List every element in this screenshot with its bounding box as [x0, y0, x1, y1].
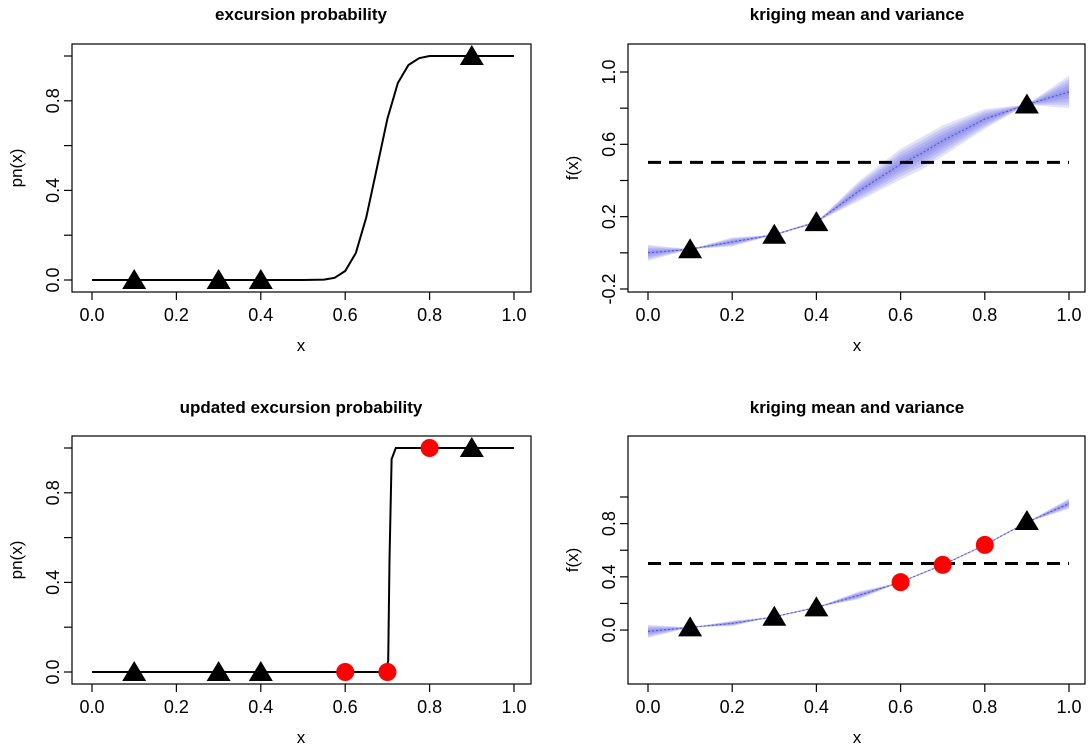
variance-band-2: [648, 500, 1069, 636]
y-tick-label: 0.0: [43, 267, 63, 292]
variance-band-4: [648, 502, 1069, 633]
panel-excursion-probability: excursion probability x pn(x) 0.0 0.2 0.4 0…: [7, 5, 532, 355]
observation-triangle: [1014, 93, 1039, 114]
variance-band-0: [648, 498, 1069, 638]
x-tick-label: 0.4: [248, 305, 273, 325]
x-tick-label: 0.8: [417, 697, 442, 717]
y-tick-label: -0.2: [599, 273, 619, 304]
x-tick-label: 1.0: [501, 305, 526, 325]
variance-band-2: [648, 82, 1069, 258]
plot-frame: [627, 43, 1086, 293]
observation-triangle: [804, 211, 829, 232]
observation-triangle: [1014, 509, 1039, 530]
y-axis-label: pn(x): [7, 541, 26, 580]
panel-title: kriging mean and variance: [750, 5, 964, 24]
variance-band-1: [648, 78, 1069, 260]
panel-kriging-mean-variance: kriging mean and variance x f(x) 0.0 0.2 0…: [563, 5, 1086, 355]
probability-curve: [92, 447, 514, 673]
x-tick-label: 0.8: [972, 305, 997, 325]
plot-frame: [71, 43, 532, 293]
panel-title: updated excursion probability: [180, 398, 423, 417]
panel-updated-excursion-probability: updated excursion probability x pn(x) 0.…: [7, 398, 532, 747]
y-tick-label: 0.8: [43, 480, 63, 505]
observation-triangle: [459, 45, 484, 65]
x-tick-label: 0.0: [635, 305, 660, 325]
probability-curve: [92, 55, 514, 281]
x-tick-label: 0.4: [804, 305, 829, 325]
y-tick-label: 0.6: [599, 132, 619, 157]
observation-triangle: [248, 269, 273, 289]
y-tick-label: 0.4: [43, 178, 63, 203]
x-axis-label: x: [297, 336, 306, 355]
observation-triangle: [122, 661, 147, 681]
variance-band-0: [648, 75, 1069, 261]
y-axis-label: f(x): [563, 548, 582, 573]
x-tick-label: 0.2: [720, 305, 745, 325]
y-tick-label: 0.4: [43, 570, 63, 595]
x-axis-label: x: [853, 728, 862, 747]
x-tick-label: 0.4: [248, 697, 273, 717]
y-tick-label: 0.8: [43, 88, 63, 113]
x-tick-label: 1.0: [501, 697, 526, 717]
x-tick-label: 0.0: [79, 305, 104, 325]
variance-band-3: [648, 85, 1069, 257]
y-tick-label: 0.8: [599, 511, 619, 536]
panel-title: kriging mean and variance: [750, 398, 964, 417]
y-tick-label: 0.0: [43, 659, 63, 684]
x-tick-label: 0.2: [720, 697, 745, 717]
new-observation-point: [378, 663, 397, 681]
x-axis-label: x: [297, 728, 306, 747]
y-tick-label: 1.0: [599, 59, 619, 84]
observation-triangle: [459, 437, 484, 457]
plot-frame: [627, 435, 1086, 685]
observation-triangle: [804, 596, 829, 617]
x-tick-label: 0.0: [79, 697, 104, 717]
plot-frame: [71, 435, 532, 685]
observation-triangle: [678, 616, 703, 637]
x-tick-label: 0.2: [164, 697, 189, 717]
observation-triangle: [206, 269, 231, 289]
x-axis-label: x: [853, 336, 862, 355]
panel-kriging-mean-variance-updated: kriging mean and variance x f(x) 0.0 0.2 0…: [563, 398, 1086, 747]
x-tick-label: 0.8: [972, 697, 997, 717]
new-observation-point: [336, 663, 355, 681]
new-observation-point: [420, 439, 439, 457]
plot-area: [92, 55, 514, 281]
kriging-mean-line: [647, 91, 1070, 254]
variance-band-1: [648, 499, 1069, 637]
x-tick-label: 0.6: [888, 305, 913, 325]
y-tick-label: 0.4: [599, 564, 619, 589]
plot-area: [647, 75, 1070, 261]
x-tick-label: 0.6: [333, 697, 358, 717]
x-tick-label: 0.8: [417, 305, 442, 325]
x-tick-label: 0.0: [635, 697, 660, 717]
plot-area: [92, 447, 514, 673]
observation-triangle: [206, 661, 231, 681]
variance-band-3: [648, 501, 1069, 634]
y-tick-label: 0.2: [599, 204, 619, 229]
y-axis-label: pn(x): [7, 149, 26, 188]
x-tick-label: 0.2: [164, 305, 189, 325]
plot-area: [647, 498, 1070, 638]
observation-triangle: [678, 238, 703, 259]
kriging-mean-line: [647, 503, 1070, 632]
y-tick-label: 0.0: [599, 618, 619, 643]
panel-title: excursion probability: [215, 5, 387, 24]
x-tick-label: 1.0: [1056, 305, 1081, 325]
y-axis-label: f(x): [563, 156, 582, 181]
x-tick-label: 1.0: [1056, 697, 1081, 717]
new-observation-point: [891, 573, 910, 592]
x-tick-label: 0.6: [888, 697, 913, 717]
new-observation-point: [975, 535, 994, 554]
x-tick-label: 0.4: [804, 697, 829, 717]
new-observation-point: [933, 555, 952, 574]
observation-triangle: [122, 269, 147, 289]
observation-triangle: [762, 605, 787, 626]
observation-triangle: [762, 223, 787, 244]
x-tick-label: 0.6: [333, 305, 358, 325]
observation-triangle: [248, 661, 273, 681]
